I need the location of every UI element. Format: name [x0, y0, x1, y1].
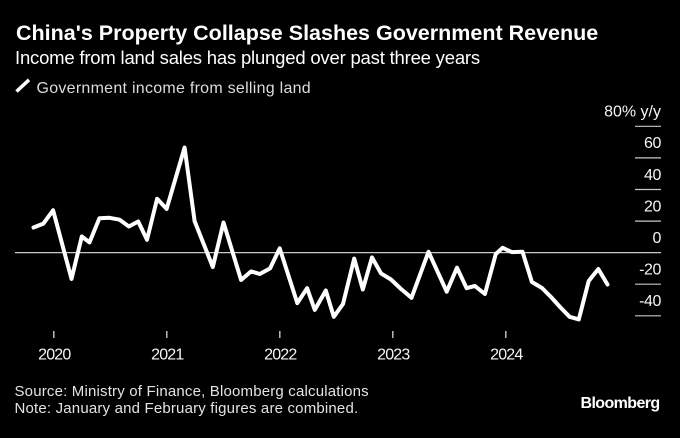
- svg-text:-20: -20: [639, 262, 661, 279]
- svg-text:2024: 2024: [490, 347, 523, 364]
- svg-text:2022: 2022: [264, 347, 297, 364]
- svg-text:-40: -40: [639, 293, 661, 310]
- svg-text:2021: 2021: [151, 347, 184, 364]
- svg-text:2020: 2020: [38, 347, 71, 364]
- svg-text:2023: 2023: [377, 347, 410, 364]
- svg-text:60: 60: [644, 135, 661, 152]
- svg-text:0: 0: [653, 230, 662, 247]
- svg-text:80% y/y: 80% y/y: [604, 104, 661, 121]
- svg-text:20: 20: [644, 198, 661, 215]
- svg-text:40: 40: [644, 167, 661, 184]
